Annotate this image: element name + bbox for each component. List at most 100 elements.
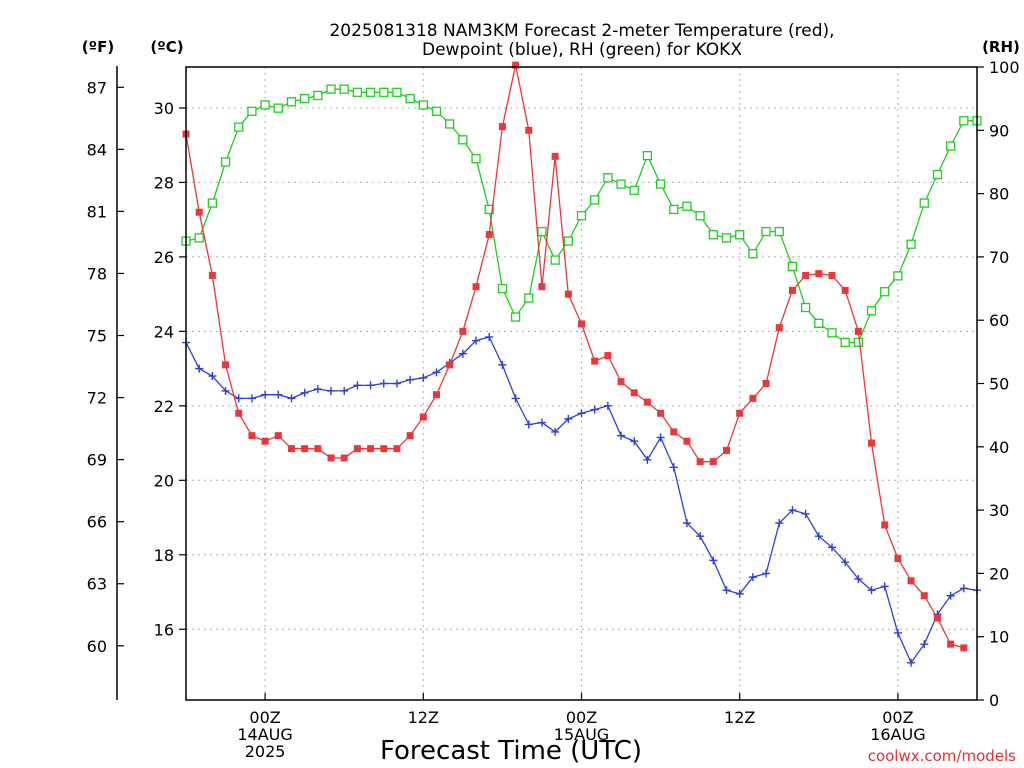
fahrenheit-tick-label: 69 <box>87 451 107 470</box>
temperature-point <box>261 437 269 445</box>
temperature-point <box>564 290 572 298</box>
celsius-tick-label: 20 <box>154 471 174 490</box>
temperature-point <box>367 445 375 453</box>
series-layer <box>181 61 982 667</box>
rh-point <box>194 233 204 243</box>
rh-point <box>352 87 363 97</box>
temperature-point <box>538 283 546 291</box>
dewpoint-point <box>748 573 757 582</box>
temperature-point <box>406 432 414 440</box>
rh-point <box>273 103 283 113</box>
rh-point <box>695 211 705 221</box>
dewpoint-point <box>788 506 797 515</box>
dewpoint-point <box>221 386 230 395</box>
temperature-point <box>933 614 941 622</box>
rh-tick-label: 0 <box>989 691 999 710</box>
dewpoint-point <box>208 372 217 381</box>
rh-point <box>866 306 877 316</box>
temperature-point <box>775 324 783 332</box>
temperature-point <box>525 126 533 134</box>
rh-point <box>827 328 837 338</box>
time-tick-label: 00Z <box>566 708 597 727</box>
rh-point <box>260 100 270 110</box>
rh-point <box>207 198 218 208</box>
series-line-temperature <box>185 64 964 649</box>
temperature-point <box>353 445 361 453</box>
temperature-point <box>459 327 467 335</box>
celsius-tick-label: 22 <box>154 397 174 416</box>
dewpoint-point <box>696 532 705 541</box>
temperature-point <box>195 208 203 216</box>
dewpoint-point <box>814 532 823 541</box>
temperature-point <box>274 432 282 440</box>
temperature-point <box>854 327 862 335</box>
temperature-point <box>393 445 401 453</box>
rh-point <box>563 236 573 246</box>
celsius-tick-label: 26 <box>154 248 174 267</box>
rh-point <box>800 302 811 313</box>
rh-point <box>392 87 402 97</box>
rh-point <box>445 119 455 129</box>
rh-tick-label: 10 <box>989 628 1009 647</box>
rh-point <box>326 84 336 94</box>
fahrenheit-axis: 60 63 66 69 72 75 78 81 84 87 <box>87 78 124 656</box>
rh-point <box>616 179 626 189</box>
dewpoint-point <box>379 379 388 388</box>
dewpoint-point <box>511 394 520 403</box>
temperature-point <box>512 61 520 69</box>
rh-point <box>603 173 613 183</box>
dewpoint-point <box>195 364 204 373</box>
rh-point <box>537 226 547 237</box>
rh-point <box>220 157 231 167</box>
temperature-point <box>868 439 876 447</box>
fahrenheit-tick-label: 78 <box>87 264 107 283</box>
dewpoint-point <box>762 569 771 578</box>
temperature-point <box>419 413 427 421</box>
fahrenheit-tick-label: 60 <box>87 637 107 656</box>
temperature-point <box>683 437 691 445</box>
dewpoint-point <box>841 558 850 567</box>
temperature-point <box>432 391 440 399</box>
rh-point <box>313 90 323 101</box>
plot-frame <box>185 66 978 701</box>
temperature-point <box>485 231 493 239</box>
time-tick-label: 12Z <box>408 708 439 727</box>
dewpoint-point <box>406 375 415 384</box>
dewpoint-point <box>920 640 929 649</box>
rh-point <box>497 283 508 294</box>
temperature-point <box>578 320 585 328</box>
rh-point <box>458 135 468 145</box>
temperature-point <box>815 270 823 278</box>
rh-tick-label: 20 <box>989 564 1009 583</box>
temperature-point <box>551 152 559 160</box>
dewpoint-point <box>630 437 639 446</box>
dewpoint-point <box>735 589 744 598</box>
rh-tick-label: 50 <box>989 375 1009 394</box>
dewpoint-point <box>327 386 336 395</box>
dewpoint-point <box>353 381 362 390</box>
dewpoint-point <box>472 336 481 345</box>
fahrenheit-tick-label: 75 <box>87 327 107 346</box>
dewpoint-point <box>656 433 665 442</box>
time-tick-label: 16AUG <box>870 725 925 744</box>
time-tick-label: 2025 <box>245 742 286 761</box>
rh-point <box>761 226 771 237</box>
temperature-point <box>604 352 612 360</box>
dewpoint-point <box>485 332 494 341</box>
rh-tick-label: 30 <box>989 501 1009 520</box>
fahrenheit-tick-label: 72 <box>87 389 107 408</box>
dewpoint-point <box>669 463 678 472</box>
temperature-point <box>907 577 915 585</box>
fahrenheit-tick-label: 87 <box>87 78 107 97</box>
rh-point <box>642 150 653 161</box>
dewpoint-point <box>287 394 296 403</box>
dewpoint-point <box>907 658 916 667</box>
rh-point <box>787 261 798 272</box>
rh-point <box>576 211 587 221</box>
dewpoint-point <box>854 574 863 583</box>
rh-tick-label: 80 <box>989 185 1009 204</box>
dewpoint-point <box>498 360 507 369</box>
rh-unit-label: (RH) <box>982 38 1020 56</box>
dewpoint-point <box>959 584 968 593</box>
